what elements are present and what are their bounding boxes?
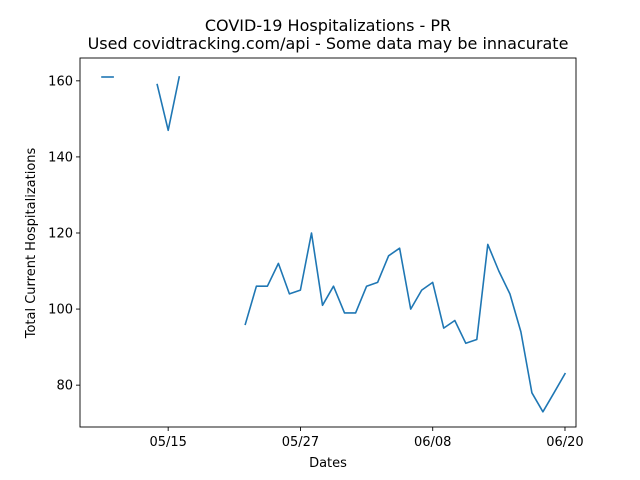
- x-axis-label: Dates: [309, 456, 347, 471]
- y-tick-label: 120: [48, 226, 73, 241]
- y-tick-label: 160: [48, 74, 73, 89]
- series-line-segment: [156, 76, 181, 132]
- series-line-segment: [244, 232, 567, 413]
- x-tick-label: 06/08: [414, 435, 451, 450]
- x-tick-label: 06/20: [546, 435, 583, 450]
- x-tick-label: 05/15: [149, 435, 186, 450]
- y-axis-label: Total Current Hospitalizations: [24, 147, 39, 339]
- chart-subtitle: Used covidtracking.com/api - Some data m…: [88, 34, 569, 53]
- y-tick-label: 100: [48, 303, 73, 318]
- y-tick-label: 140: [48, 150, 73, 165]
- y-tick-label: 80: [56, 379, 73, 394]
- x-tick-label: 05/27: [282, 435, 319, 450]
- chart-title: COVID-19 Hospitalizations - PR: [205, 16, 451, 35]
- plot-area: 05/15 05/27 06/08 06/20 80 100 120 140 160: [48, 57, 584, 450]
- axes-frame: [79, 57, 577, 428]
